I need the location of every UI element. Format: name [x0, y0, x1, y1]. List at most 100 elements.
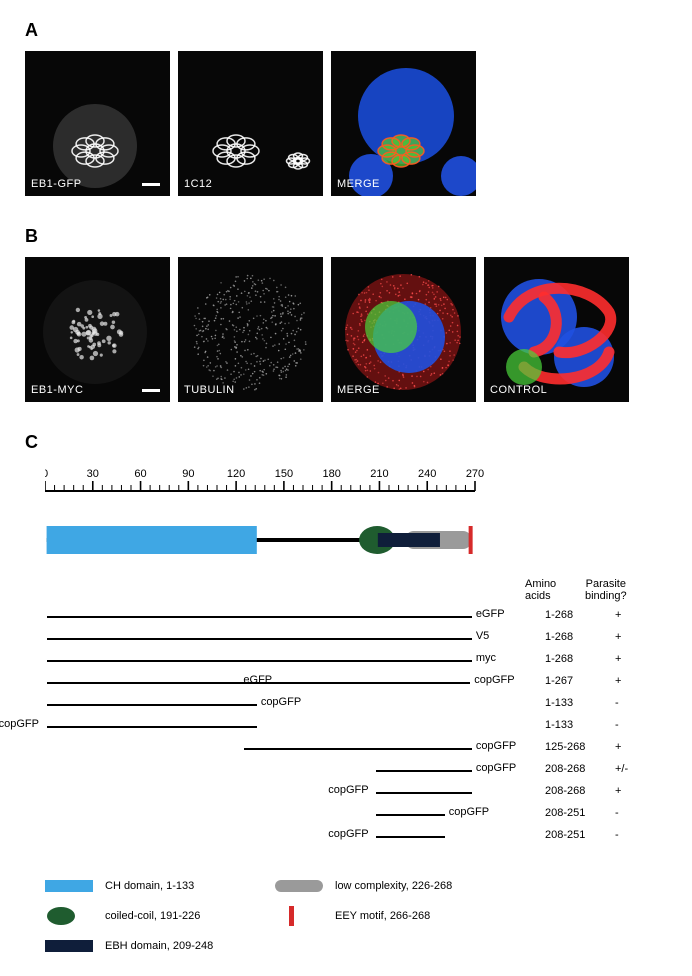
- micro-label: TUBULIN: [184, 384, 235, 396]
- svg-text:240: 240: [418, 468, 436, 480]
- legend-item: EEY motif, 266-268: [275, 906, 495, 926]
- construct-aa: 208-268: [545, 785, 585, 797]
- construct-row: copGFP 208-251 -: [25, 804, 667, 826]
- construct-row: myc 1-268 +: [25, 650, 667, 672]
- construct-line: [376, 770, 472, 772]
- micro-label: MERGE: [337, 384, 380, 396]
- construct-row: copGFP 208-268 +/-: [25, 760, 667, 782]
- legend-item: low complexity, 226-268: [275, 876, 495, 896]
- construct-tag: myc: [476, 652, 496, 664]
- construct-aa: 125-268: [545, 741, 585, 753]
- legend-label: low complexity, 226-268: [335, 880, 452, 892]
- construct-aa: 1-268: [545, 631, 573, 643]
- header-aa: Amino acids: [525, 578, 556, 602]
- legend-label: EBH domain, 209-248: [105, 940, 213, 952]
- construct-aa: 1-268: [545, 609, 573, 621]
- construct-binding: +: [615, 675, 621, 687]
- svg-text:30: 30: [87, 468, 99, 480]
- scale-bar: [142, 183, 160, 186]
- construct-line: [244, 748, 472, 750]
- header-bind: Parasite binding?: [585, 578, 627, 602]
- construct-tag: copGFP: [476, 762, 516, 774]
- construct-line: [47, 660, 472, 662]
- micro-a-2: MERGE: [331, 51, 476, 196]
- svg-text:0: 0: [45, 468, 48, 480]
- panel-c-label: C: [25, 432, 667, 453]
- construct-row: copGFP208-268+: [25, 782, 667, 804]
- construct-row: V51-268+: [25, 628, 667, 650]
- svg-text:210: 210: [370, 468, 388, 480]
- construct-binding: -: [615, 719, 619, 731]
- svg-text:270: 270: [466, 468, 484, 480]
- construct-tag: copGFP: [449, 806, 489, 818]
- construct-aa: 208-251: [545, 829, 585, 841]
- scale-bar: [142, 389, 160, 392]
- micro-label: 1C12: [184, 178, 212, 190]
- construct-row: eGFP copGFP 1-267 +: [25, 672, 667, 694]
- construct-aa: 1-133: [545, 719, 573, 731]
- construct-binding: +: [615, 785, 621, 797]
- construct-row: copGFP 208-251 -: [25, 826, 667, 848]
- domain-schematic: [45, 520, 475, 560]
- micro-label: EB1-GFP: [31, 178, 82, 190]
- legend-label: coiled-coil, 191-226: [105, 910, 200, 922]
- construct-row: copGFP125-268+: [25, 738, 667, 760]
- construct-line: [376, 814, 444, 816]
- micro-b-2: MERGE: [331, 257, 476, 402]
- construct-binding: +: [615, 609, 621, 621]
- panel-a-label: A: [25, 20, 667, 41]
- schematic-svg: [45, 520, 485, 560]
- panel-a-row: EB1-GFP 1C12 MERGE: [25, 51, 667, 196]
- construct-aa: 1-267: [545, 675, 573, 687]
- construct-row: copGFP 1-133 -: [25, 694, 667, 716]
- construct-binding: +: [615, 653, 621, 665]
- svg-text:90: 90: [182, 468, 194, 480]
- construct-line: [47, 704, 257, 706]
- construct-line: [47, 638, 472, 640]
- constructs-block: Amino acids Parasite binding? eGFP 1-268 +…: [25, 578, 667, 848]
- construct-line: [376, 836, 444, 838]
- construct-tag: copGFP: [328, 828, 349, 840]
- construct-aa: 1-268: [545, 653, 573, 665]
- micro-a-0: EB1-GFP: [25, 51, 170, 196]
- construct-binding: -: [615, 807, 619, 819]
- construct-aa: 208-251: [545, 807, 585, 819]
- panel-a: A EB1-GFP 1C12 MERGE: [25, 20, 667, 196]
- legend: CH domain, 1-133 low complexity, 226-268 c…: [45, 876, 667, 956]
- construct-binding: +/-: [615, 763, 628, 775]
- svg-text:180: 180: [322, 468, 340, 480]
- construct-tag: eGFP: [243, 674, 272, 686]
- construct-row: eGFP 1-268 +: [25, 606, 667, 628]
- legend-item: EBH domain, 209-248: [45, 936, 265, 956]
- construct-tag: V5: [476, 630, 489, 642]
- construct-binding: -: [615, 829, 619, 841]
- panel-b-label: B: [25, 226, 667, 247]
- construct-line: [47, 616, 472, 618]
- construct-binding: -: [615, 697, 619, 709]
- legend-item: CH domain, 1-133: [45, 876, 265, 896]
- construct-row: copGFP1-133-: [25, 716, 667, 738]
- construct-tag: eGFP: [476, 608, 505, 620]
- construct-tag: copGFP: [0, 718, 20, 730]
- legend-item: coiled-coil, 191-226: [45, 906, 265, 926]
- micro-b-0: EB1-MYC: [25, 257, 170, 402]
- svg-text:120: 120: [227, 468, 245, 480]
- micro-b-3: CONTROL: [484, 257, 629, 402]
- ruler-svg: 0306090120150180210240270: [45, 463, 485, 503]
- legend-label: CH domain, 1-133: [105, 880, 194, 892]
- ruler: 0306090120150180210240270: [45, 463, 475, 508]
- micro-b-1: TUBULIN: [178, 257, 323, 402]
- construct-tag: copGFP: [476, 740, 516, 752]
- micro-a-1: 1C12: [178, 51, 323, 196]
- panel-b-row: EB1-MYC TUBULIN MERGE CONTROL: [25, 257, 667, 402]
- micro-label: EB1-MYC: [31, 384, 83, 396]
- micro-label: MERGE: [337, 178, 380, 190]
- svg-text:60: 60: [134, 468, 146, 480]
- construct-aa: 208-268: [545, 763, 585, 775]
- construct-line: [47, 726, 257, 728]
- construct-aa: 1-133: [545, 697, 573, 709]
- construct-tag: copGFP: [474, 674, 514, 686]
- panel-c: C 0306090120150180210240270 Amino acids …: [25, 432, 667, 956]
- construct-tag: copGFP: [261, 696, 301, 708]
- legend-label: EEY motif, 266-268: [335, 910, 430, 922]
